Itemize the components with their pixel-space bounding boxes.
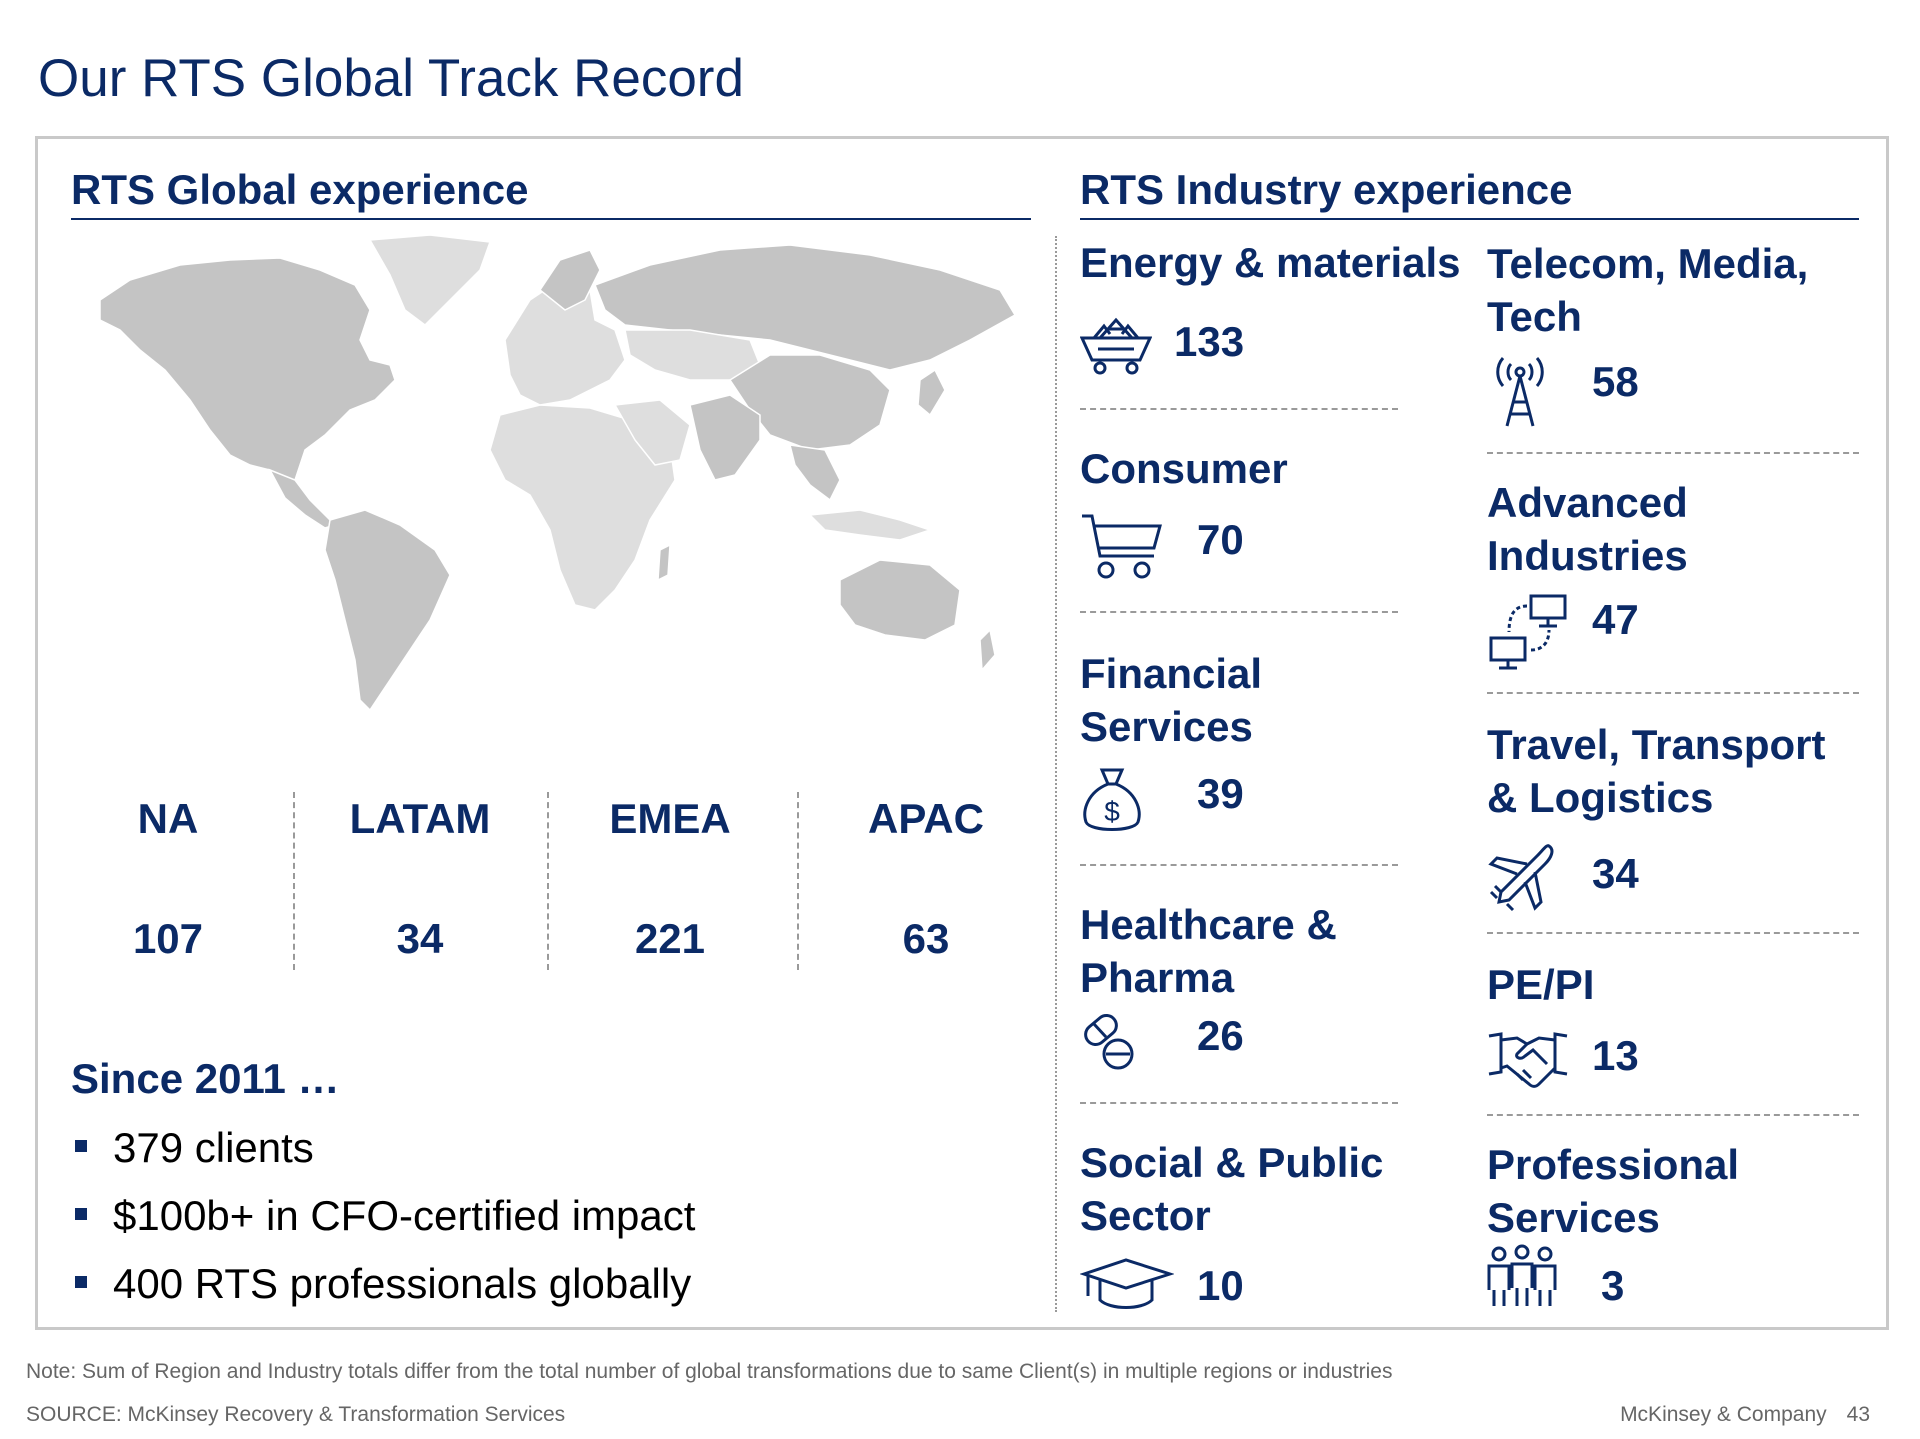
industry-name-telecom: Telecom, Media, Tech (1487, 240, 1809, 340)
industry-count-professional: 3 (1601, 1262, 1625, 1309)
content-frame (35, 136, 1889, 1330)
industry-divider (1080, 408, 1398, 410)
industry-divider (1080, 1102, 1398, 1104)
mining-cart-icon (1080, 317, 1152, 375)
global-experience-heading: RTS Global experience (71, 166, 529, 213)
region-value-apac: 63 (902, 915, 950, 962)
bullet-square-icon (75, 1276, 87, 1288)
region-label-apac: APAC (868, 795, 984, 842)
shopping-cart-icon (1082, 514, 1162, 579)
industry-divider (1487, 692, 1859, 694)
industry-name-pepi: PE/PI (1487, 961, 1595, 1008)
footnote: Note: Sum of Region and Industry totals … (26, 1360, 1393, 1383)
industry-divider (1080, 864, 1398, 866)
region-label-na: NA (137, 795, 199, 842)
industry-experience-heading: RTS Industry experience (1080, 166, 1573, 213)
world-map-continents (99, 234, 1017, 712)
industry-count-advanced: 47 (1592, 596, 1639, 643)
industry-count-healthcare: 26 (1197, 1012, 1244, 1059)
region-divider (293, 792, 295, 970)
graduation-cap-icon (1080, 1258, 1174, 1309)
industry-count-pepi: 13 (1592, 1032, 1639, 1079)
highlights-list: 379 clients $100b+ in CFO-certified impa… (71, 1118, 695, 1322)
region-value-na: 107 (132, 915, 204, 962)
industry-name-professional: Professional Services (1487, 1141, 1740, 1241)
source-note: SOURCE: McKinsey Recovery & Transformati… (26, 1403, 566, 1426)
section-divider (1055, 236, 1057, 1312)
industry-name-financial: Financial Services (1080, 650, 1263, 750)
world-map (99, 234, 1017, 712)
money-bag-icon: $ (1083, 768, 1141, 831)
page-title: Our RTS Global Track Record (38, 49, 744, 108)
svg-text:$: $ (1104, 796, 1120, 827)
industry-name-advanced: Advanced Industries (1487, 479, 1688, 579)
connected-computers-icon (1489, 594, 1567, 670)
list-item: 400 RTS professionals globally (71, 1254, 695, 1322)
industry-heading-rule (1080, 218, 1859, 220)
people-group-icon (1487, 1244, 1557, 1306)
industry-name-energy: Energy & materials (1080, 239, 1461, 286)
region-label-emea: EMEA (609, 795, 731, 842)
pills-icon (1084, 1014, 1134, 1070)
industry-count-social: 10 (1197, 1262, 1244, 1309)
region-value-emea: 221 (634, 915, 706, 962)
region-divider (547, 792, 549, 970)
industry-divider (1080, 611, 1398, 613)
region-label-latam: LATAM (349, 795, 491, 842)
global-heading-rule (71, 218, 1031, 220)
industry-name-travel: Travel, Transport & Logistics (1487, 721, 1826, 821)
bullet-square-icon (75, 1140, 87, 1152)
industry-count-financial: 39 (1197, 770, 1244, 817)
footer-brand: McKinsey & Company 43 (1600, 1403, 1870, 1427)
industry-divider (1487, 932, 1859, 934)
antenna-icon (1496, 357, 1544, 427)
company-name: McKinsey & Company (1620, 1403, 1827, 1426)
list-item: $100b+ in CFO-certified impact (71, 1186, 695, 1254)
industry-divider (1487, 452, 1859, 454)
region-divider (797, 792, 799, 970)
airplane-icon (1488, 844, 1554, 912)
industry-name-consumer: Consumer (1080, 445, 1288, 492)
region-value-latam: 34 (396, 915, 444, 962)
industry-divider (1487, 1114, 1859, 1116)
bullet-square-icon (75, 1208, 87, 1220)
page-number: 43 (1846, 1403, 1870, 1426)
list-item: 379 clients (71, 1118, 695, 1186)
industry-count-travel: 34 (1592, 850, 1639, 897)
industry-name-healthcare: Healthcare & Pharma (1080, 901, 1337, 1001)
since-heading: Since 2011 … (71, 1055, 340, 1102)
industry-count-energy: 133 (1174, 318, 1245, 365)
handshake-icon (1488, 1032, 1568, 1088)
industry-count-consumer: 70 (1197, 516, 1244, 563)
industry-count-telecom: 58 (1592, 358, 1639, 405)
industry-name-social: Social & Public Sector (1080, 1139, 1384, 1239)
